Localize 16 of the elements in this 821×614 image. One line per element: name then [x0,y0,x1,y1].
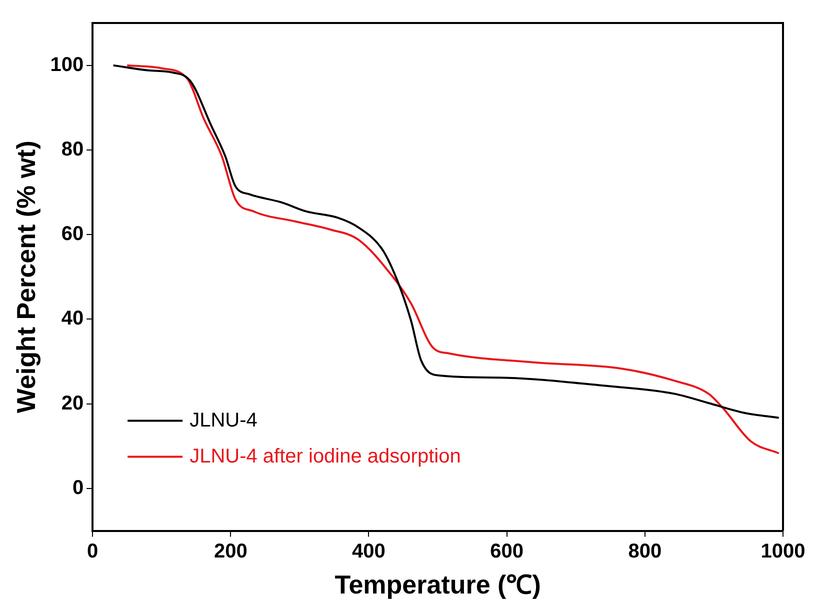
x-tick-label: 1000 [760,540,806,562]
y-tick-label: 20 [61,392,84,414]
x-tick-label: 400 [352,540,386,562]
y-axis-title: Weight Percent (% wt) [10,140,41,414]
y-tick-label: 0 [72,477,84,499]
x-tick-label: 0 [87,540,98,562]
y-tick-label: 80 [61,138,84,160]
y-tick-label: 40 [61,308,84,330]
legend-label: JLNU-4 after iodine adsorption [190,445,461,468]
x-tick-label: 600 [490,540,524,562]
y-tick-label: 100 [50,54,84,76]
x-tick-label: 200 [214,540,248,562]
legend-label: JLNU-4 [190,409,258,432]
x-axis-title: Temperature (℃) [334,570,541,600]
x-tick-label: 800 [628,540,662,562]
y-tick-label: 60 [61,223,84,246]
